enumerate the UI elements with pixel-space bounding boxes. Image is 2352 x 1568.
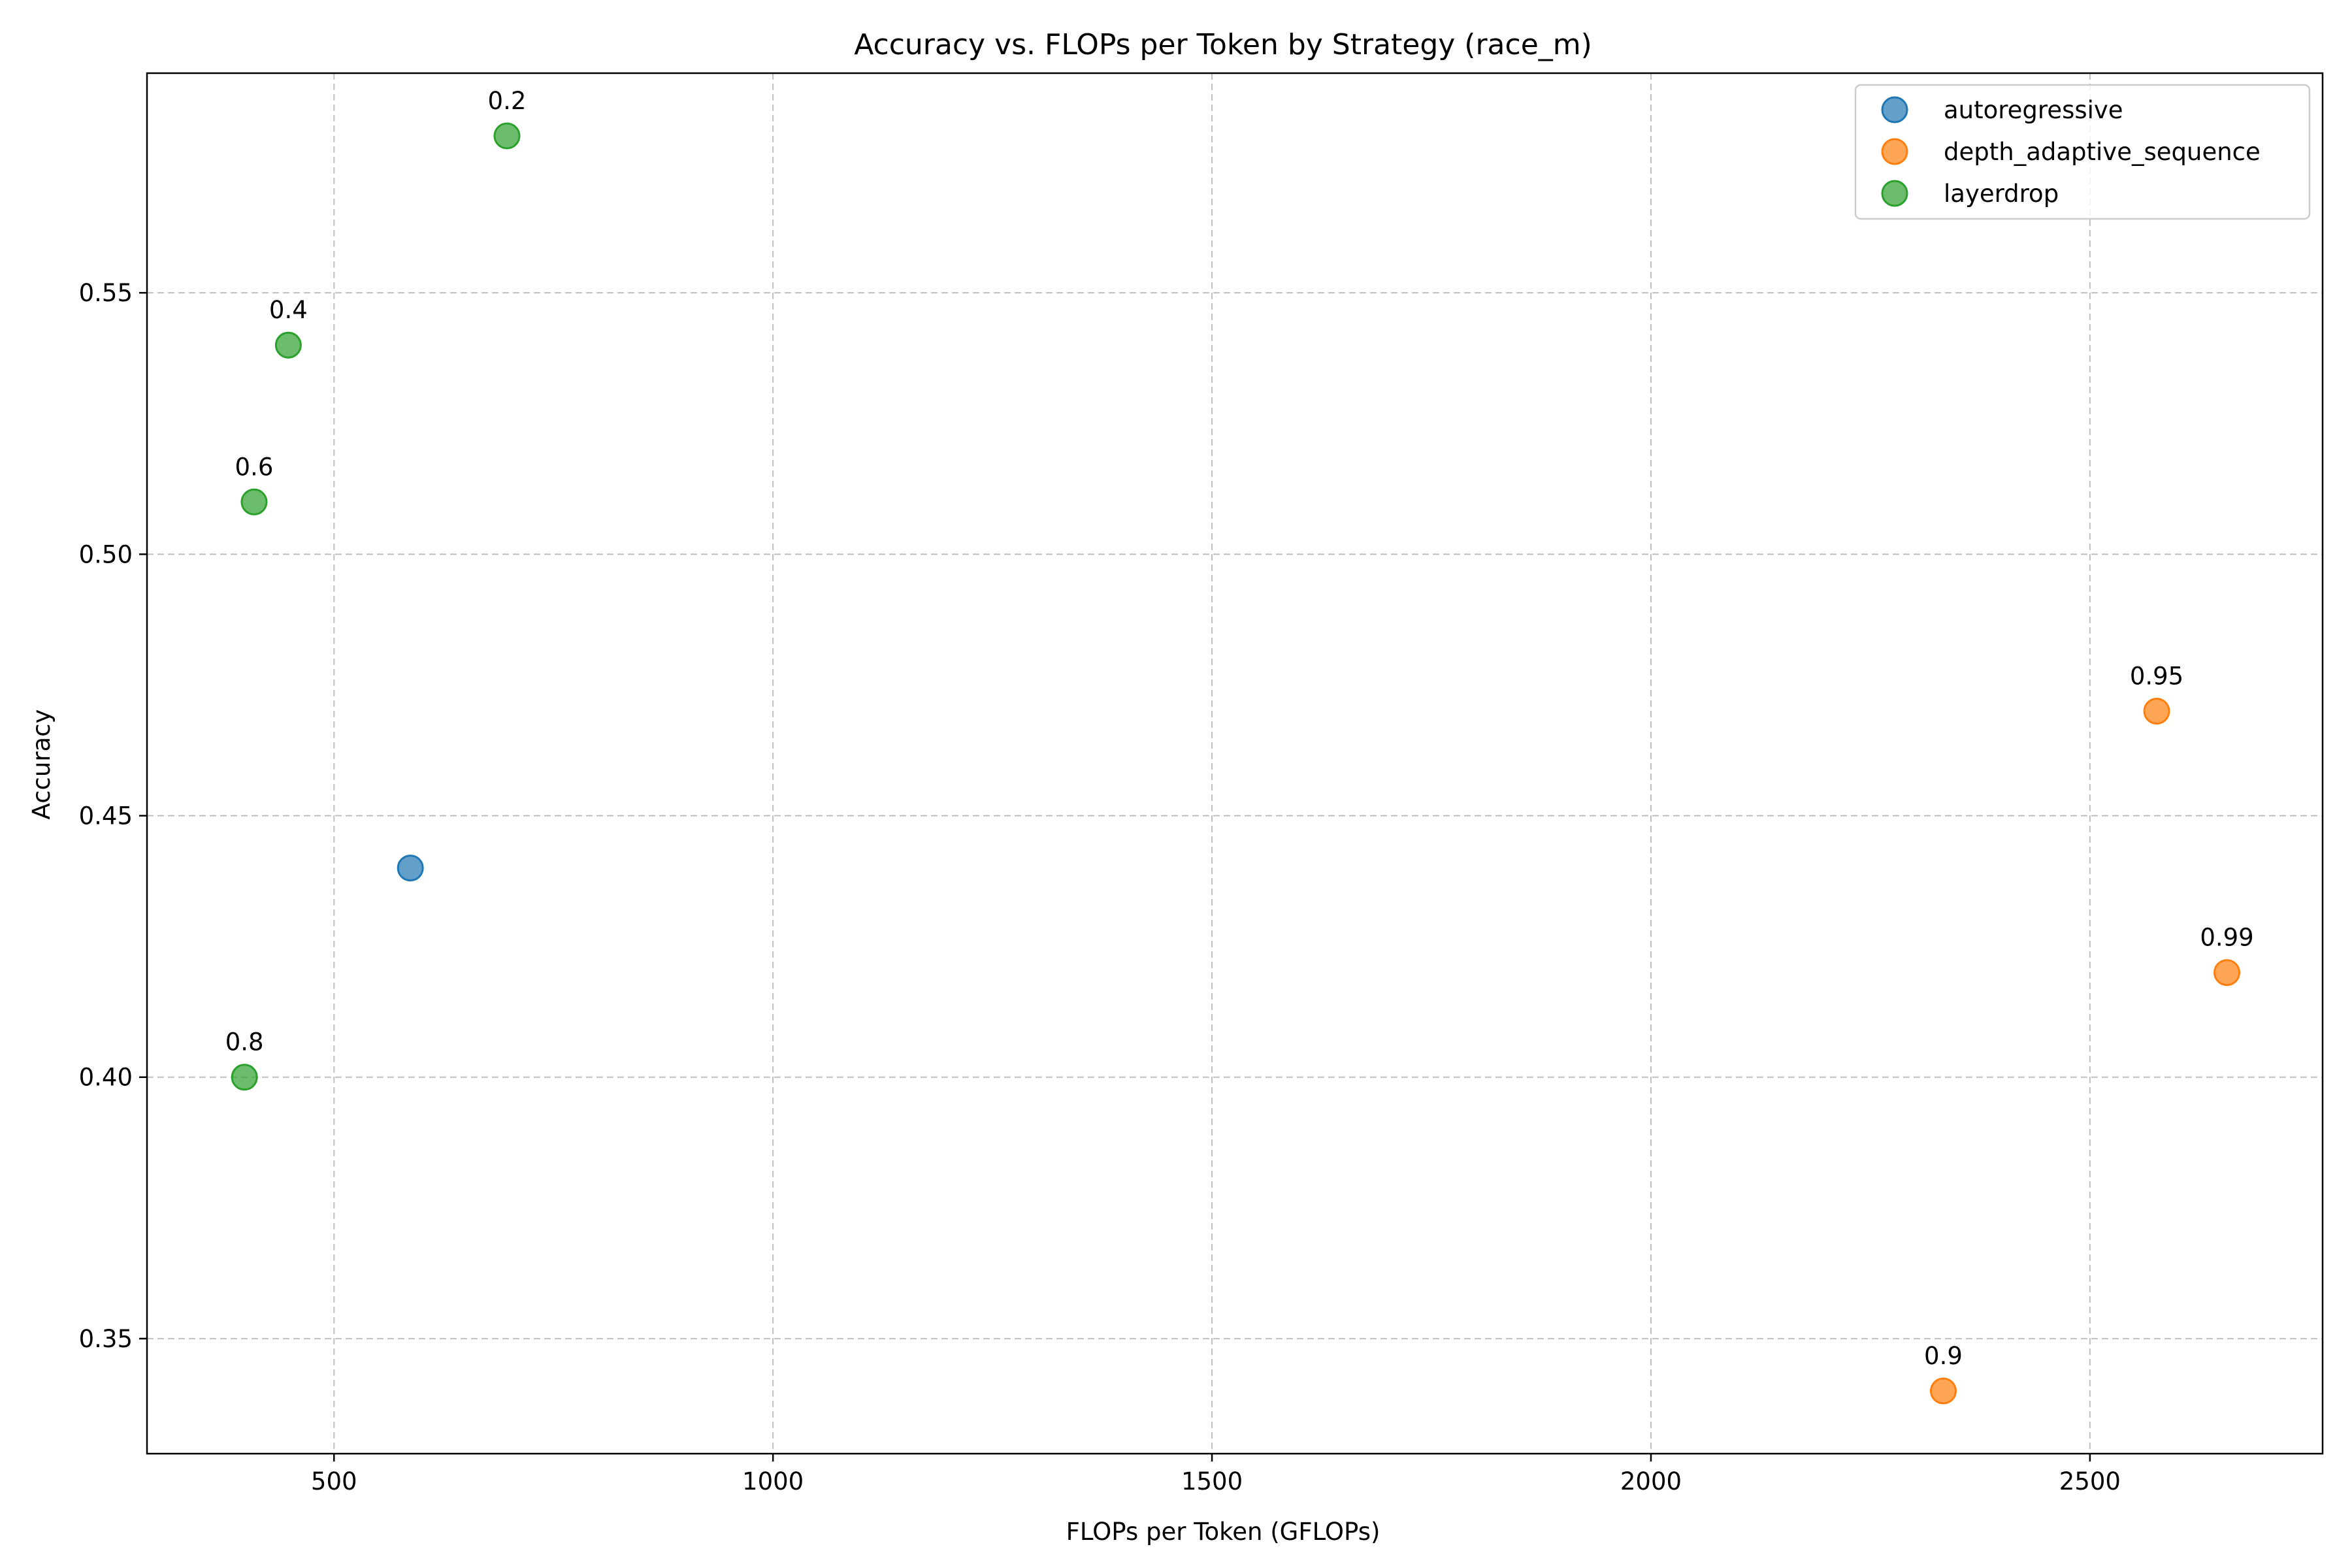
data-point-layerdrop: [493, 122, 521, 150]
x-tick-label: 1500: [1181, 1467, 1243, 1495]
chart-title: Accuracy vs. FLOPs per Token by Strategy…: [854, 28, 1592, 61]
x-tick-label: 1000: [742, 1467, 804, 1495]
point-annotation: 0.2: [488, 87, 527, 115]
point-annotation: 0.6: [235, 453, 274, 481]
y-tick-label: 0.35: [79, 1325, 133, 1353]
data-point-depth_adaptive_sequence: [2143, 697, 2170, 725]
point-annotation: 0.8: [225, 1028, 264, 1056]
legend-marker: [1881, 138, 1908, 165]
y-tick-label: 0.40: [79, 1064, 133, 1092]
legend-box: [1854, 84, 2311, 220]
annotations-layer: 0.9 0.95 0.99 0.2 0.4 0.6 0.8: [225, 87, 2254, 1370]
point-annotation: 0.99: [2200, 924, 2253, 952]
y-tick-label: 0.50: [79, 540, 133, 568]
legend-label: autoregressive: [1944, 96, 2123, 124]
y-tick-label: 0.45: [79, 802, 133, 830]
points-layer: [231, 122, 2241, 1405]
legend-marker: [1881, 96, 1908, 123]
x-axis-label: FLOPs per Token (GFLOPs): [1066, 1518, 1380, 1546]
legend-marker: [1881, 180, 1908, 207]
grid-layer: [147, 73, 2323, 1454]
y-axis-label: Accuracy: [27, 710, 56, 820]
data-point-layerdrop: [274, 331, 302, 359]
legend: autoregressive depth_adaptive_sequencelay…: [1854, 84, 2311, 220]
legend-label: depth_adaptive_sequence: [1944, 138, 2261, 166]
point-annotation: 0.9: [1924, 1342, 1963, 1370]
plot-frame: [146, 72, 2324, 1455]
point-annotation: 0.95: [2130, 662, 2183, 690]
y-tick-label: 0.55: [79, 279, 133, 307]
data-point-layerdrop: [240, 488, 268, 515]
data-point-autoregressive: [397, 855, 424, 882]
x-tick-label: 2500: [2059, 1467, 2121, 1495]
data-point-depth_adaptive_sequence: [1929, 1377, 1957, 1405]
data-point-layerdrop: [231, 1064, 258, 1091]
point-annotation: 0.4: [269, 296, 308, 324]
x-tick-label: 500: [311, 1467, 357, 1495]
ticks-layer: 500 1000 1500 2000 2500 0.35 0.40 0.45 0.50 0.55: [79, 279, 2121, 1495]
data-point-depth_adaptive_sequence: [2213, 959, 2241, 987]
x-tick-label: 2000: [1620, 1467, 1682, 1495]
legend-label: layerdrop: [1944, 180, 2059, 208]
